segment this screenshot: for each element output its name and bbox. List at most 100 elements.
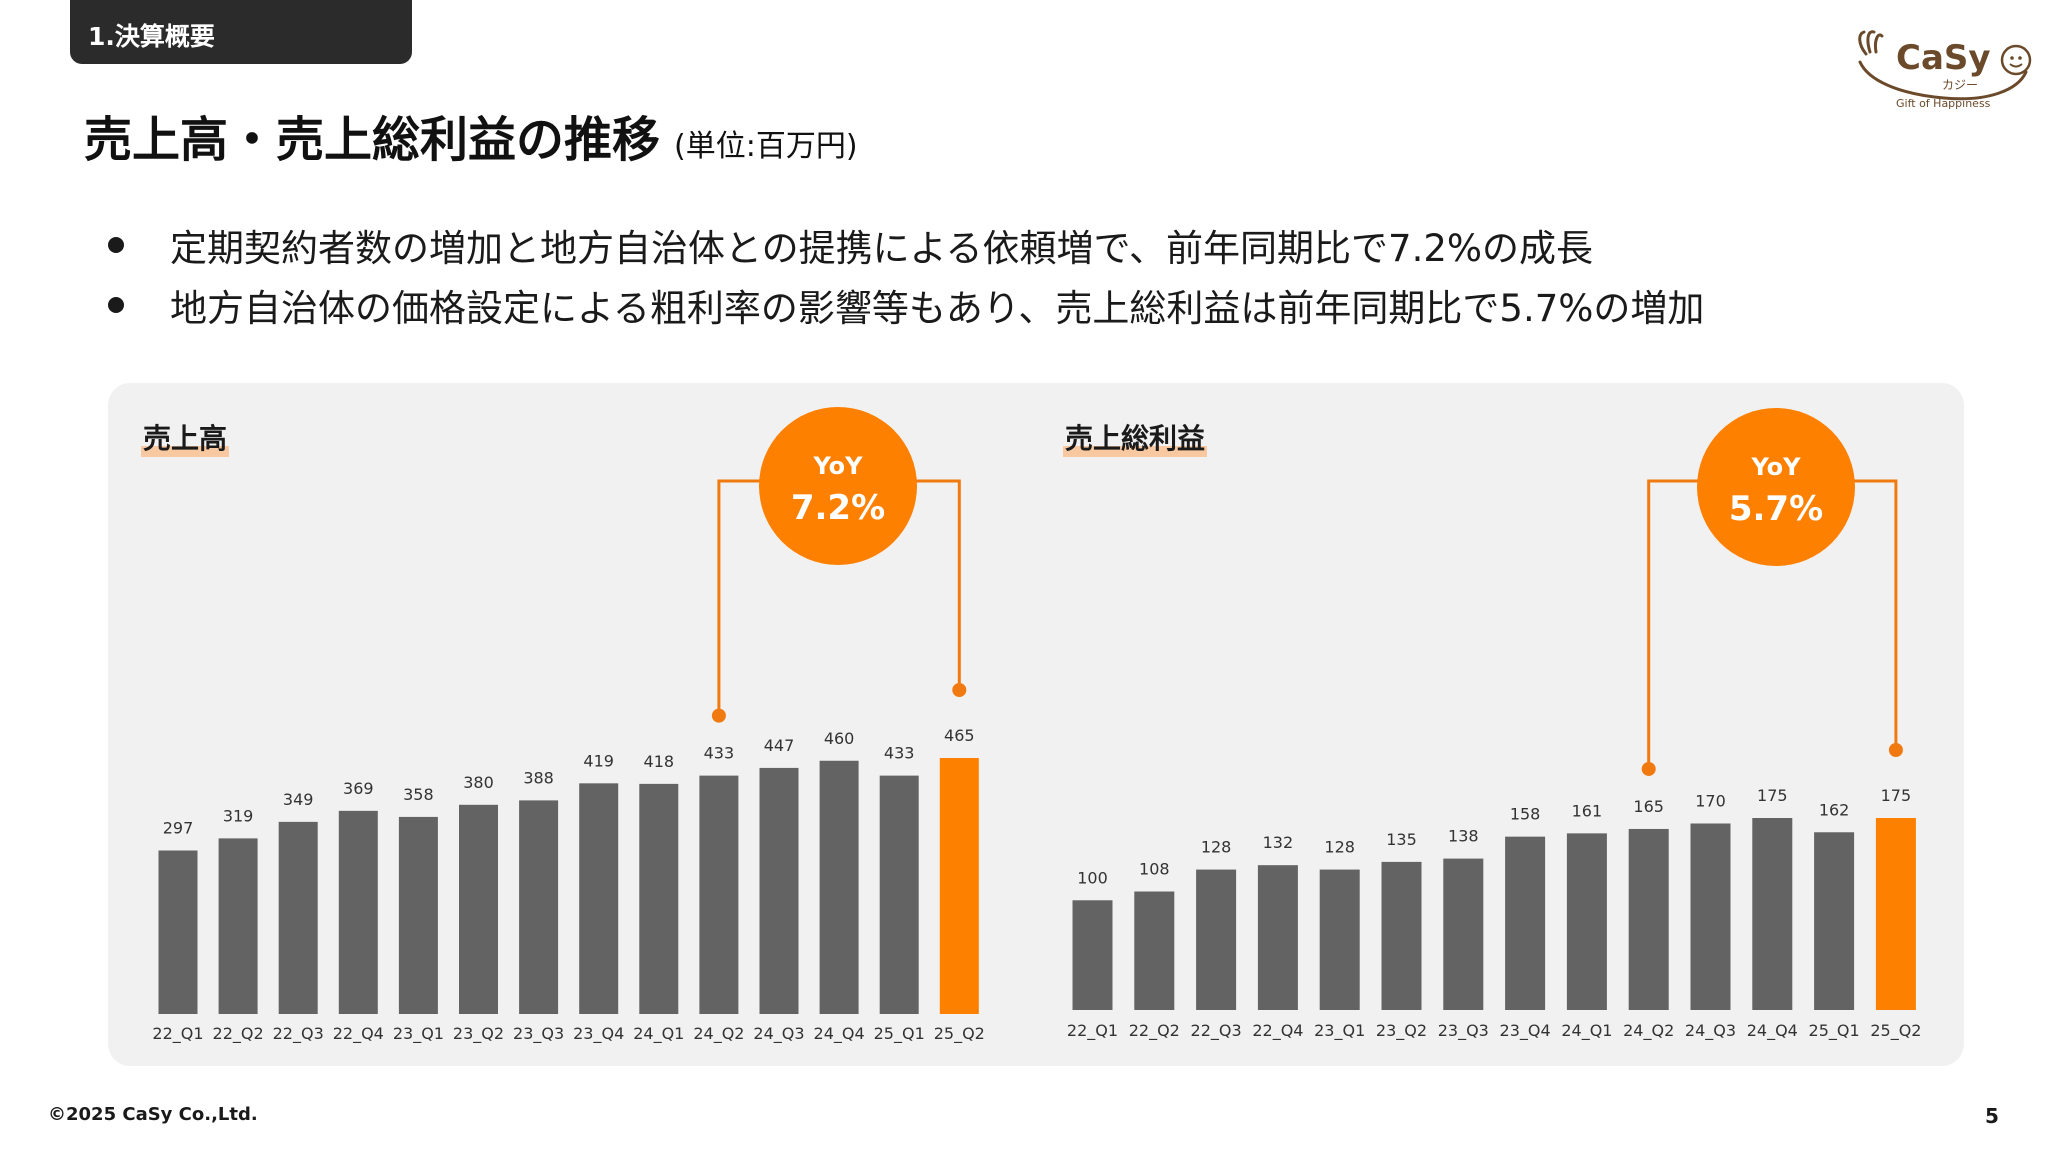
bar-24_Q1 bbox=[639, 783, 679, 1014]
yoy-badge-value: 5.7% bbox=[1729, 489, 1823, 529]
chart-title-revenue: 売上高 bbox=[141, 417, 230, 457]
bar-22_Q4 bbox=[338, 810, 378, 1014]
bar-23_Q3 bbox=[1443, 858, 1484, 1010]
value-label-24_Q4: 175 bbox=[1757, 786, 1788, 805]
value-label-24_Q3: 170 bbox=[1695, 791, 1726, 810]
bar-22_Q2 bbox=[1134, 891, 1175, 1010]
bar-22_Q1 bbox=[158, 850, 198, 1014]
section-tab: 1.決算概要 bbox=[70, 0, 412, 64]
bar-24_Q3 bbox=[1690, 823, 1731, 1010]
category-label-24_Q2: 24_Q2 bbox=[1623, 1021, 1674, 1041]
value-label-25_Q2: 465 bbox=[944, 726, 975, 745]
category-label-22_Q2: 22_Q2 bbox=[1129, 1021, 1180, 1041]
unit-label: (単位:百万円) bbox=[674, 129, 858, 164]
category-label-23_Q4: 23_Q4 bbox=[573, 1024, 624, 1044]
value-label-23_Q3: 138 bbox=[1448, 827, 1479, 846]
bar-23_Q1 bbox=[398, 816, 438, 1014]
category-label-22_Q4: 22_Q4 bbox=[333, 1024, 384, 1044]
value-label-24_Q1: 418 bbox=[644, 752, 675, 771]
value-label-22_Q2: 108 bbox=[1139, 860, 1170, 879]
category-label-24_Q2: 24_Q2 bbox=[693, 1024, 744, 1044]
chart-title-gross-profit: 売上総利益 bbox=[1063, 417, 1208, 457]
logo-mark-icon bbox=[1858, 30, 2032, 101]
category-label-25_Q2: 25_Q2 bbox=[1870, 1021, 1921, 1041]
logo-name: CaSy bbox=[1896, 38, 1991, 78]
yoy-bracket-dot-end bbox=[1888, 743, 1903, 757]
page-title-text: 売上高・売上総利益の推移 bbox=[84, 112, 661, 168]
category-label-22_Q2: 22_Q2 bbox=[213, 1024, 264, 1044]
value-label-23_Q3: 388 bbox=[523, 768, 554, 787]
bar-22_Q1 bbox=[1072, 900, 1113, 1010]
value-label-23_Q1: 128 bbox=[1324, 838, 1355, 857]
value-label-24_Q2: 433 bbox=[704, 744, 735, 763]
value-label-24_Q4: 460 bbox=[824, 729, 855, 748]
bar-23_Q1 bbox=[1319, 869, 1360, 1010]
bar-23_Q4 bbox=[1505, 836, 1546, 1010]
bar-24_Q2 bbox=[699, 775, 739, 1014]
gross-profit-bar-chart: 100 22_Q1 108 22_Q2 128 22_Q3 132 22_Q4 128 23_Q1… bbox=[1067, 408, 1921, 1041]
bar-24_Q4 bbox=[819, 760, 859, 1014]
revenue-bar-chart: 297 22_Q1 319 22_Q2 349 22_Q3 369 22_Q4 358 23_Q1… bbox=[152, 407, 985, 1044]
category-label-23_Q4: 23_Q4 bbox=[1500, 1021, 1551, 1041]
category-label-24_Q3: 24_Q3 bbox=[753, 1024, 804, 1044]
category-label-24_Q3: 24_Q3 bbox=[1685, 1021, 1736, 1041]
bullet-dot-icon bbox=[108, 237, 124, 253]
bar-23_Q2 bbox=[1381, 861, 1422, 1010]
category-label-23_Q1: 23_Q1 bbox=[393, 1024, 444, 1044]
value-label-23_Q2: 380 bbox=[463, 773, 494, 792]
logo-tagline: Gift of Happiness bbox=[1896, 97, 1991, 110]
value-label-23_Q4: 419 bbox=[583, 751, 614, 770]
yoy-badge-value: 7.2% bbox=[791, 488, 885, 528]
bar-25_Q2 bbox=[1875, 818, 1916, 1010]
value-label-22_Q3: 349 bbox=[283, 790, 314, 809]
category-label-25_Q1: 25_Q1 bbox=[874, 1024, 925, 1044]
value-label-23_Q4: 158 bbox=[1510, 805, 1541, 824]
bar-22_Q3 bbox=[278, 821, 318, 1014]
value-label-25_Q2: 175 bbox=[1881, 786, 1912, 805]
bar-24_Q4 bbox=[1752, 818, 1793, 1010]
yoy-badge-label: YoY bbox=[812, 452, 863, 480]
category-label-23_Q2: 23_Q2 bbox=[1376, 1021, 1427, 1041]
bullet-dot-icon bbox=[108, 297, 124, 313]
yoy-bracket-dot-start bbox=[1641, 761, 1656, 776]
value-label-25_Q1: 162 bbox=[1819, 800, 1850, 819]
value-label-22_Q3: 128 bbox=[1201, 838, 1232, 857]
value-label-23_Q1: 358 bbox=[403, 785, 434, 804]
category-label-24_Q4: 24_Q4 bbox=[1747, 1021, 1798, 1041]
yoy-badge-circle bbox=[759, 407, 917, 565]
bullet-list: 定期契約者数の増加と地方自治体との提携による依頼増で、前年同期比で7.2%の成長… bbox=[108, 215, 1704, 335]
bullet-item: 地方自治体の価格設定による粗利率の影響等もあり、売上総利益は前年同期比で5.7%… bbox=[108, 275, 1704, 335]
casy-logo: CaSy カジー Gift of Happiness bbox=[1848, 24, 2038, 124]
bar-24_Q1 bbox=[1566, 833, 1607, 1010]
yoy-badge-circle bbox=[1697, 408, 1855, 566]
bar-22_Q4 bbox=[1257, 865, 1298, 1010]
category-label-24_Q4: 24_Q4 bbox=[814, 1024, 865, 1044]
bar-23_Q4 bbox=[579, 783, 619, 1014]
value-label-23_Q2: 135 bbox=[1386, 830, 1417, 849]
category-label-25_Q2: 25_Q2 bbox=[934, 1024, 985, 1044]
page-title: 売上高・売上総利益の推移 (単位:百万円) bbox=[84, 100, 858, 170]
footer-copyright: ©2025 CaSy Co.,Ltd. bbox=[48, 1104, 258, 1125]
category-label-22_Q3: 22_Q3 bbox=[273, 1024, 324, 1044]
yoy-badge-label: YoY bbox=[1750, 453, 1801, 481]
category-label-22_Q1: 22_Q1 bbox=[1067, 1021, 1118, 1041]
bar-23_Q3 bbox=[519, 800, 559, 1014]
value-label-22_Q2: 319 bbox=[223, 806, 254, 825]
yoy-bracket-dot-end bbox=[952, 683, 967, 697]
yoy-bracket-dot-start bbox=[711, 708, 726, 723]
category-label-22_Q4: 22_Q4 bbox=[1252, 1021, 1303, 1041]
category-label-23_Q1: 23_Q1 bbox=[1314, 1021, 1365, 1041]
bullet-text: 地方自治体の価格設定による粗利率の影響等もあり、売上総利益は前年同期比で5.7%… bbox=[170, 287, 1705, 330]
logo-kana: カジー bbox=[1942, 78, 1979, 92]
bar-25_Q1 bbox=[1814, 832, 1855, 1010]
category-label-23_Q2: 23_Q2 bbox=[453, 1024, 504, 1044]
bar-25_Q2 bbox=[939, 758, 979, 1014]
value-label-22_Q4: 369 bbox=[343, 779, 374, 798]
bar-22_Q3 bbox=[1196, 869, 1237, 1010]
bar-24_Q3 bbox=[759, 767, 799, 1014]
bar-25_Q1 bbox=[879, 775, 919, 1014]
value-label-22_Q4: 132 bbox=[1263, 833, 1294, 852]
bullet-text: 定期契約者数の増加と地方自治体との提携による依頼増で、前年同期比で7.2%の成長 bbox=[170, 227, 1594, 270]
value-label-25_Q1: 433 bbox=[884, 744, 915, 763]
category-label-22_Q1: 22_Q1 bbox=[152, 1024, 203, 1044]
